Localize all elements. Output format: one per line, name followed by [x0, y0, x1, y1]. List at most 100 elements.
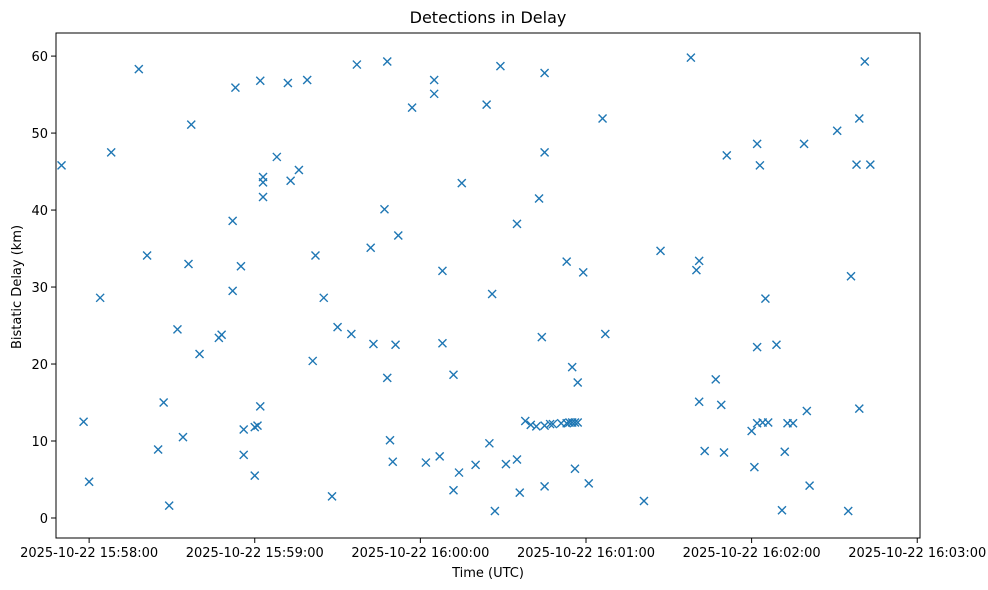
data-point [771, 340, 781, 350]
data-point [691, 265, 701, 275]
data-point [250, 422, 260, 432]
x-tick-label: 2025-10-22 15:58:00 [20, 546, 158, 561]
data-point [716, 400, 726, 410]
data-point [537, 332, 547, 342]
data-point [228, 286, 238, 296]
data-point [228, 216, 238, 226]
data-point [142, 250, 152, 260]
data-point [302, 75, 312, 85]
data-point [598, 113, 608, 123]
data-point [230, 83, 240, 93]
data-point [57, 160, 67, 170]
data-point [780, 447, 790, 457]
data-point [250, 471, 260, 481]
y-axis-label: Bistatic Delay (km) [10, 225, 25, 349]
data-point [368, 339, 378, 349]
data-point [495, 61, 505, 71]
data-point [843, 506, 853, 516]
data-point [164, 501, 174, 511]
data-point [272, 152, 282, 162]
data-point [482, 100, 492, 110]
data-point [310, 250, 320, 260]
data-point [752, 342, 762, 352]
data-point [449, 370, 458, 380]
data-point [832, 126, 842, 136]
data-point [512, 454, 522, 464]
data-point [747, 426, 757, 436]
data-point [106, 147, 116, 157]
data-point [437, 338, 447, 348]
x-tick-label: 2025-10-22 16:00:00 [351, 546, 489, 561]
data-point [457, 178, 467, 188]
data-point [570, 464, 580, 474]
data-point [694, 256, 704, 266]
data-point [393, 230, 403, 240]
data-point [385, 435, 395, 445]
data-point [719, 448, 729, 458]
data-point [852, 160, 862, 170]
data-point [429, 75, 439, 85]
data-point [760, 294, 770, 304]
data-point [217, 330, 227, 340]
data-point [722, 150, 732, 160]
data-point [700, 446, 710, 456]
data-point [134, 64, 144, 74]
data-point [258, 192, 268, 202]
data-point [239, 450, 249, 460]
data-point [567, 362, 577, 372]
data-point [573, 378, 583, 387]
data-point [319, 293, 329, 303]
data-point [449, 485, 458, 495]
data-point [236, 261, 246, 271]
data-point [429, 89, 439, 99]
y-axis: 0 10 20 30 40 50 60 [31, 50, 56, 527]
data-point [540, 481, 550, 491]
data-point [435, 451, 445, 461]
data-point [195, 349, 205, 359]
data-point [253, 421, 263, 431]
data-point [484, 438, 494, 448]
data-point [258, 177, 268, 187]
data-point [865, 160, 875, 170]
data-point [159, 398, 169, 408]
data-point [788, 418, 798, 428]
x-axis: 2025-10-22 15:58:00 2025-10-22 15:59:00 20… [20, 538, 986, 561]
data-point [327, 491, 337, 501]
chart-title: Detections in Delay [410, 8, 567, 27]
data-point [294, 165, 304, 175]
data-point [382, 56, 392, 66]
data-point [854, 404, 864, 414]
data-point [763, 418, 773, 428]
data-point [487, 289, 497, 299]
data-point [437, 266, 447, 276]
data-point [501, 459, 511, 469]
data-point [379, 204, 389, 214]
data-point [366, 243, 376, 253]
y-tick-label: 60 [31, 50, 48, 65]
data-point [860, 56, 870, 66]
data-point [283, 78, 293, 88]
data-point [578, 267, 588, 277]
data-point [421, 458, 431, 468]
data-point [352, 60, 362, 70]
data-point [520, 416, 530, 426]
y-tick-label: 40 [31, 204, 48, 219]
data-point [802, 406, 812, 416]
data-point [512, 219, 522, 229]
data-point [153, 444, 163, 454]
data-point [573, 418, 583, 428]
data-point [755, 160, 765, 170]
data-point [172, 324, 182, 334]
plot-marks [57, 53, 875, 516]
data-point [184, 259, 193, 269]
data-point [95, 293, 105, 303]
data-point [286, 176, 296, 186]
data-point [799, 139, 809, 149]
x-tick-label: 2025-10-22 16:01:00 [517, 546, 655, 561]
data-point [686, 53, 696, 63]
data-point [471, 460, 481, 470]
data-point [540, 68, 550, 78]
data-point [562, 257, 572, 267]
data-point [391, 340, 401, 350]
data-point [570, 418, 580, 428]
